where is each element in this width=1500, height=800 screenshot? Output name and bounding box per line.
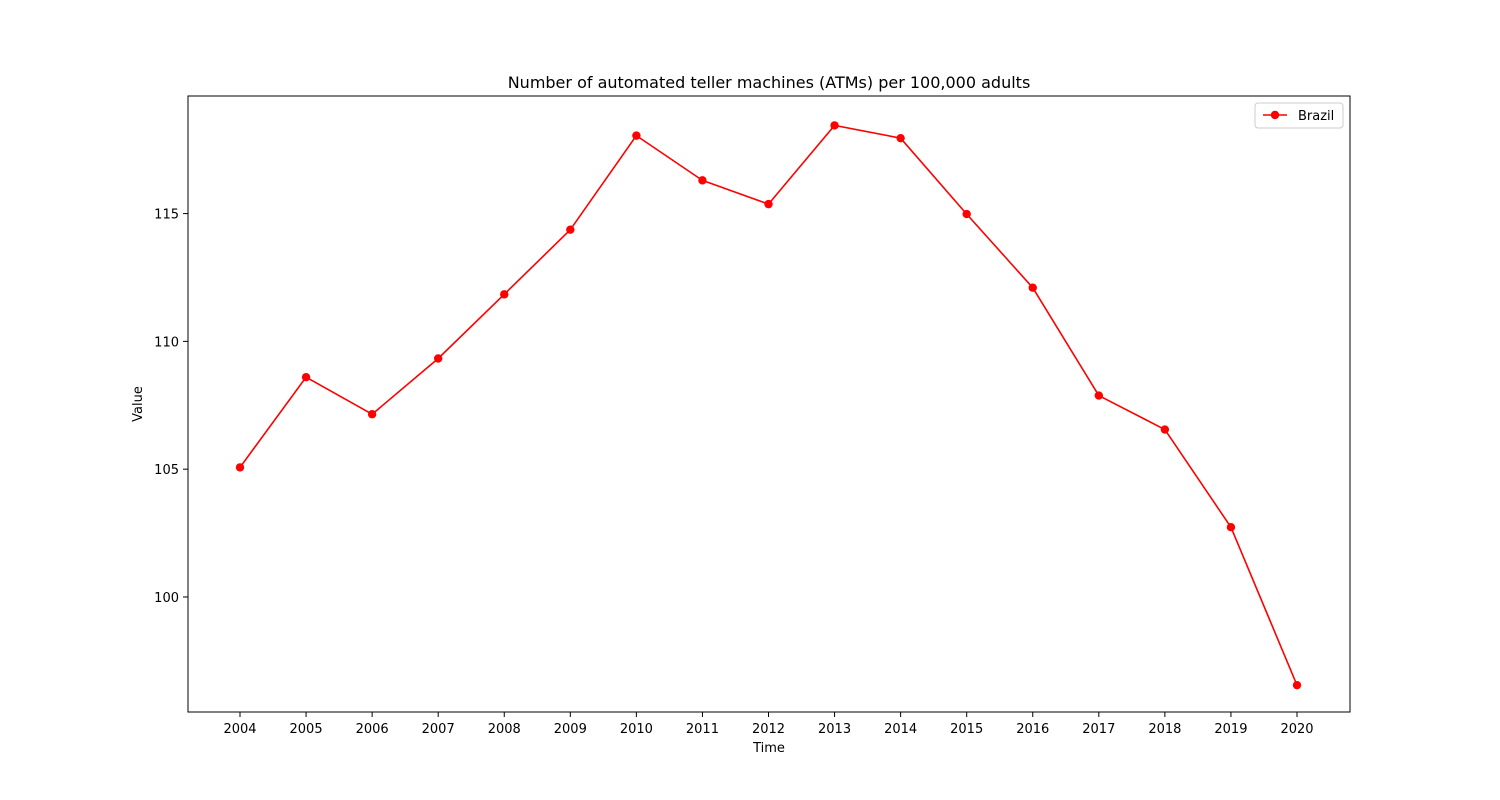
data-point	[1028, 283, 1037, 292]
x-tick-label: 2012	[752, 722, 785, 737]
chart-title: Number of automated teller machines (ATM…	[508, 73, 1031, 92]
x-tick-label: 2016	[1016, 722, 1049, 737]
x-tick-label: 2011	[686, 722, 719, 737]
y-tick-label: 100	[154, 591, 179, 606]
legend-marker	[1270, 110, 1280, 120]
data-point	[235, 463, 245, 472]
data-point	[764, 199, 773, 209]
x-axis-ticks: 2004 2005 2006 2007 2008 2009 2010 2011 2012 2013…	[223, 712, 1314, 737]
x-tick-label: 2010	[620, 722, 653, 737]
y-axis-label: Value	[131, 386, 146, 422]
y-tick-label: 105	[154, 463, 179, 478]
data-point	[1160, 425, 1170, 434]
data-point	[1292, 680, 1302, 690]
x-tick-label: 2015	[950, 722, 983, 737]
series-layer	[235, 121, 1302, 690]
x-tick-label: 2008	[488, 722, 521, 737]
x-tick-label: 2014	[884, 722, 917, 737]
legend-box	[1254, 102, 1344, 129]
x-tick-label: 2013	[818, 722, 851, 737]
x-tick-label: 2006	[356, 722, 389, 737]
data-point	[698, 176, 707, 185]
data-point	[301, 372, 311, 382]
legend: Brazil	[1254, 102, 1344, 129]
y-axis-ticks: 100 105 110 115	[154, 208, 188, 606]
data-point	[1226, 523, 1236, 532]
data-point	[896, 133, 905, 143]
y-tick-label: 110	[154, 335, 179, 350]
x-tick-label: 2009	[554, 722, 587, 737]
x-tick-label: 2018	[1148, 722, 1181, 737]
x-tick-label: 2007	[422, 722, 455, 737]
x-tick-label: 2004	[223, 722, 256, 737]
plot-area	[187, 95, 1351, 713]
data-point	[566, 225, 575, 234]
data-point	[367, 410, 377, 419]
x-axis-label: Time	[752, 741, 785, 756]
y-tick-label: 115	[154, 208, 179, 223]
x-tick-label: 2019	[1214, 722, 1247, 737]
data-point	[962, 209, 971, 219]
x-tick-label: 2017	[1082, 722, 1115, 737]
data-point	[632, 131, 641, 140]
data-point	[830, 121, 839, 130]
x-tick-label: 2005	[290, 722, 323, 737]
legend-label-brazil: Brazil	[1298, 109, 1334, 124]
data-point	[500, 290, 509, 299]
data-point	[433, 354, 443, 363]
x-tick-label: 2020	[1280, 722, 1313, 737]
data-point	[1094, 391, 1104, 400]
